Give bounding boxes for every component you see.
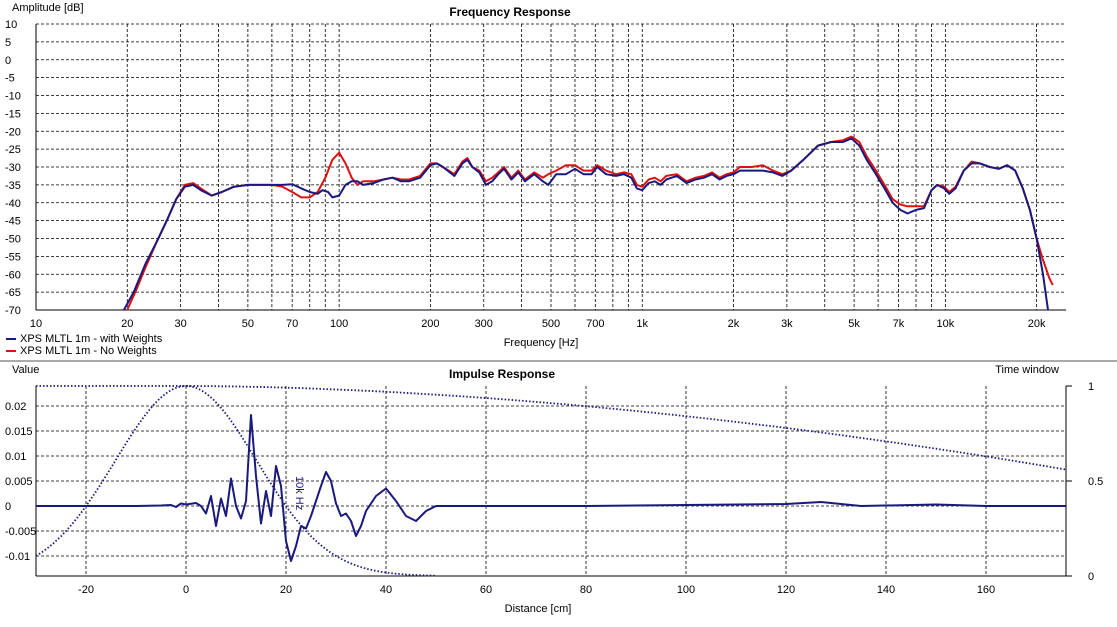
ir-x-tick-label: -20 — [78, 584, 94, 596]
ir-y-tick-label: -0.005 — [5, 526, 36, 538]
fr-x-tick-label: 30 — [175, 318, 187, 330]
fr-x-tick-label: 5k — [848, 318, 860, 330]
ir-x-tick-label: 40 — [380, 584, 392, 596]
fr-y-tick-label: -35 — [5, 180, 21, 192]
fr-x-tick-label: 10 — [30, 318, 42, 330]
fr-series-with-weights — [123, 137, 1049, 311]
ir-y-tick-label: 0.02 — [5, 401, 26, 413]
ir-ylabel: Value — [12, 364, 39, 376]
ir-y-tick-label: 0.015 — [5, 426, 33, 438]
fr-x-tick-label: 300 — [475, 318, 493, 330]
ir-x-tick-label: 0 — [183, 584, 189, 596]
fr-y-tick-label: -40 — [5, 198, 21, 210]
fr-x-tick-label: 50 — [242, 318, 254, 330]
fr-y-tick-label: -15 — [5, 108, 21, 120]
fr-y-tick-label: -65 — [5, 287, 21, 299]
ir-x-tick-label: 120 — [777, 584, 795, 596]
ir-xlabel: Distance [cm] — [505, 603, 572, 615]
impulse-response-plot: -20 0 20 40 60 80 100 120 140 1600.020.0150.010.0… — [5, 381, 1103, 596]
legend-swatch — [6, 350, 16, 352]
fr-y-tick-label: -10 — [5, 91, 21, 103]
legend: XPS MLTL 1m - with Weights XPS MLTL 1m -… — [6, 333, 162, 357]
fr-x-tick-label: 20k — [1028, 318, 1046, 330]
ir-y2-tick-label: 0.5 — [1088, 476, 1103, 488]
ir-y2-tick-label: 1 — [1088, 381, 1094, 393]
fr-y-tick-label: -45 — [5, 216, 21, 228]
legend-label: XPS MLTL 1m - No Weights — [20, 345, 157, 357]
ir-time-window-curve — [36, 385, 1067, 471]
ir-annotation: 10k Hz — [293, 476, 305, 510]
fr-x-tick-label: 700 — [586, 318, 604, 330]
fr-y-tick-label: 0 — [5, 55, 11, 67]
ir-x-tick-label: 20 — [280, 584, 292, 596]
ir-x-tick-label: 60 — [480, 584, 492, 596]
fr-series-no-weights — [126, 135, 1054, 311]
fr-x-tick-label: 20 — [121, 318, 133, 330]
ir-x-tick-label: 80 — [580, 584, 592, 596]
fr-x-tick-label: 7k — [893, 318, 905, 330]
fr-x-tick-label: 3k — [781, 318, 793, 330]
fr-y-tick-label: 5 — [5, 37, 11, 49]
fr-y-tick-label: -20 — [5, 126, 21, 138]
fr-x-tick-label: 2k — [728, 318, 740, 330]
legend-label: XPS MLTL 1m - with Weights — [20, 333, 163, 345]
fr-x-tick-label: 200 — [421, 318, 439, 330]
ir-y-tick-label: 0 — [5, 501, 11, 513]
legend-item: XPS MLTL 1m - with Weights — [6, 333, 162, 345]
fr-x-tick-label: 10k — [936, 318, 954, 330]
fr-y-tick-label: -30 — [5, 162, 21, 174]
fr-x-tick-label: 1k — [636, 318, 648, 330]
ir-x-tick-label: 160 — [977, 584, 995, 596]
fr-y-tick-label: -5 — [5, 73, 15, 85]
fr-y-tick-label: -25 — [5, 144, 21, 156]
ir-y-tick-label: 0.01 — [5, 451, 26, 463]
ir-y2-tick-label: 0 — [1088, 571, 1094, 583]
legend-swatch — [6, 338, 16, 340]
frequency-response-plot: 1050-5-10-15-20-25-30-35-40-45-50-55-60-… — [5, 19, 1066, 330]
ir-series-with-weights — [36, 414, 1066, 562]
fr-y-tick-label: -50 — [5, 234, 21, 246]
fr-xlabel: Frequency [Hz] — [504, 337, 579, 349]
ir-x-tick-label: 100 — [677, 584, 695, 596]
ir-y-tick-label: -0.01 — [5, 551, 30, 563]
ir-title: Impulse Response — [449, 367, 555, 381]
fr-y-tick-label: -60 — [5, 269, 21, 281]
legend-item: XPS MLTL 1m - No Weights — [6, 345, 162, 357]
fr-ylabel: Amplitude [dB] — [12, 2, 84, 14]
ir-x-tick-label: 140 — [877, 584, 895, 596]
fr-x-tick-label: 500 — [542, 318, 560, 330]
fr-y-tick-label: -55 — [5, 251, 21, 263]
ir-y-tick-label: 0.005 — [5, 476, 33, 488]
ir-y2label: Time window — [995, 364, 1059, 376]
fr-x-tick-label: 70 — [286, 318, 298, 330]
fr-title: Frequency Response — [449, 5, 571, 19]
fr-y-tick-label: 10 — [5, 19, 17, 31]
fr-y-tick-label: -70 — [5, 305, 21, 317]
fr-x-tick-label: 100 — [330, 318, 348, 330]
